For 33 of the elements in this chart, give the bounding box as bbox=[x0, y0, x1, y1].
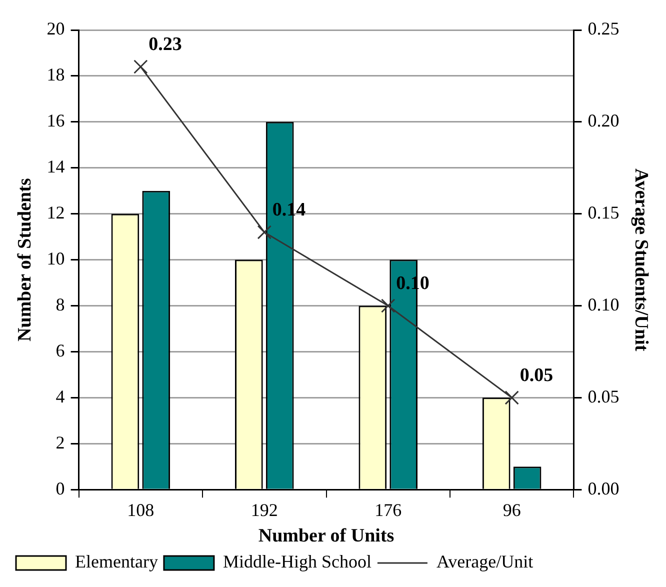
legend-label: Average/Unit bbox=[436, 552, 534, 572]
y2-axis-title: Average Students/Unit bbox=[630, 168, 652, 352]
y-tick-label: 18 bbox=[46, 64, 65, 85]
y-axis-title: Number of Students bbox=[14, 178, 36, 342]
x-tick-label: 192 bbox=[250, 500, 278, 520]
x-tick-label: 96 bbox=[502, 500, 521, 520]
y-tick-label: 4 bbox=[56, 386, 65, 406]
data-label: 0.05 bbox=[520, 365, 554, 386]
y2-tick-label: 0.25 bbox=[588, 18, 620, 39]
y2-tick-label: 0.15 bbox=[588, 202, 620, 223]
x-tick-label: 176 bbox=[374, 500, 402, 520]
x-tick-label: 108 bbox=[127, 500, 154, 520]
y-tick-label: 0 bbox=[56, 478, 65, 498]
point bbox=[257, 225, 272, 240]
y-tick-label: 6 bbox=[56, 340, 65, 360]
y-tick-label: 14 bbox=[46, 156, 65, 177]
point bbox=[134, 60, 148, 74]
point bbox=[504, 390, 519, 405]
y-tick-label: 20 bbox=[46, 18, 65, 39]
y-tick-label: 16 bbox=[46, 110, 65, 131]
x-axis-title: Number of Units bbox=[258, 526, 394, 547]
y2-tick-label: 0.05 bbox=[588, 386, 620, 406]
y2-tick-label: 0.20 bbox=[588, 110, 620, 131]
y2-tick-label: 0.00 bbox=[588, 478, 620, 498]
y2-tick-label: 0.10 bbox=[588, 294, 620, 314]
y-tick-label: 2 bbox=[56, 432, 65, 452]
point bbox=[381, 298, 396, 313]
y-tick-label: 8 bbox=[56, 294, 65, 314]
legend-label: Elementary bbox=[75, 552, 158, 572]
y-tick-label: 10 bbox=[46, 248, 65, 269]
legend-label: Middle-High School bbox=[222, 552, 372, 572]
y-tick-label: 12 bbox=[46, 202, 65, 223]
data-label: 0.23 bbox=[148, 34, 182, 56]
